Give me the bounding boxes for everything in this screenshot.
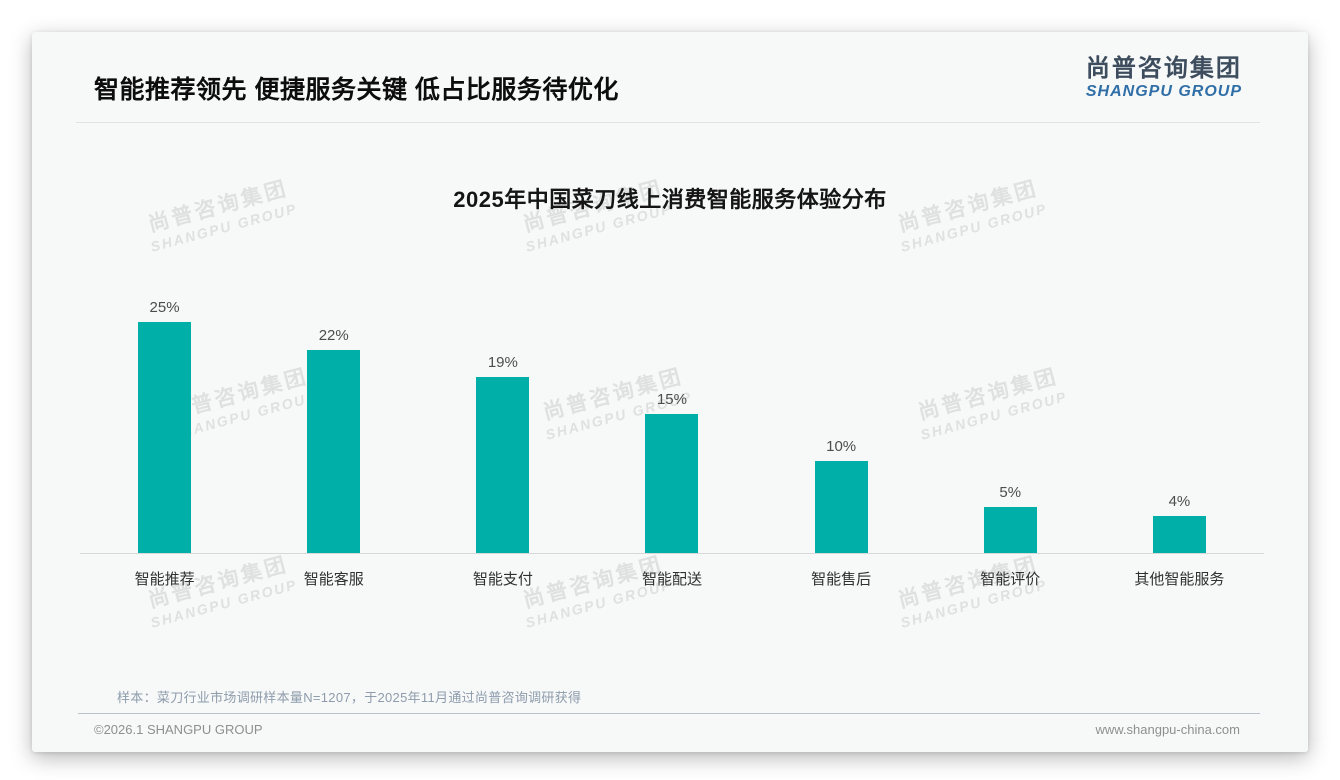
bar (983, 507, 1037, 553)
website-url: www.shangpu-china.com (1095, 722, 1240, 737)
bar (307, 350, 361, 553)
watermark: 尚普咨询集团 SHANGPU GROUP (122, 542, 317, 636)
bar-value-label: 5% (999, 484, 1022, 501)
bar-value-label: 15% (656, 391, 687, 408)
bar-value-label: 19% (487, 354, 518, 371)
bar-category-label: 智能评价 (980, 571, 1041, 588)
bar (476, 377, 530, 553)
chart-plot: 25% 22% 19% 15% 10% 5% 4% (80, 262, 1264, 553)
bar-column: 22% (249, 326, 418, 553)
bar-column: 15% (587, 390, 756, 553)
bar-category-label: 智能推荐 (134, 571, 195, 588)
page-title: 智能推荐领先 便捷服务关键 低占比服务待优化 (94, 76, 619, 104)
bar-value-label: 10% (826, 438, 857, 455)
bar-category-label: 智能支付 (472, 571, 533, 588)
footer: ©2026.1 SHANGPU GROUP www.shangpu-china.… (94, 722, 1240, 737)
watermark: 尚普咨询集团 SHANGPU GROUP (497, 542, 692, 636)
bar-column: 10% (757, 437, 926, 553)
x-axis-line (80, 553, 1264, 554)
footer-divider (78, 713, 1260, 714)
sample-footnote: 样本：菜刀行业市场调研样本量N=1207，于2025年11月通过尚普咨询调研获得 (117, 690, 582, 705)
company-logo: 尚普咨询集团 SHANGPU GROUP (1085, 55, 1242, 101)
copyright-text: ©2026.1 SHANGPU GROUP (94, 722, 263, 737)
bar (138, 322, 192, 553)
bar (645, 414, 699, 553)
bar-value-label: 4% (1168, 493, 1191, 510)
bar-category-label: 其他智能服务 (1134, 571, 1225, 588)
logo-english-text: SHANGPU GROUP (1085, 83, 1242, 101)
chart-categories: 智能推荐 智能客服 智能支付 智能配送 智能售后 智能评价 其他智能服务 (80, 568, 1264, 589)
bar-category-label: 智能配送 (641, 571, 702, 588)
slide-card: 尚普咨询集团 SHANGPU GROUP 尚普咨询集团 SHANGPU GROUP 尚普… (32, 32, 1308, 752)
bar-column: 5% (926, 483, 1095, 553)
bar-category-label: 智能售后 (811, 571, 872, 588)
bar-column: 25% (80, 298, 249, 553)
bar (814, 461, 868, 553)
title-divider (76, 122, 1260, 123)
logo-chinese-text: 尚普咨询集团 (1085, 55, 1242, 82)
bar (1152, 516, 1206, 553)
chart-title: 2025年中国菜刀线上消费智能服务体验分布 (453, 187, 887, 212)
bar-category-label: 智能客服 (303, 571, 364, 588)
bar-column: 19% (418, 353, 587, 553)
bar-column: 4% (1095, 492, 1264, 553)
bar-value-label: 22% (318, 327, 349, 344)
watermark: 尚普咨询集团 SHANGPU GROUP (872, 542, 1067, 636)
bar-value-label: 25% (149, 299, 180, 316)
